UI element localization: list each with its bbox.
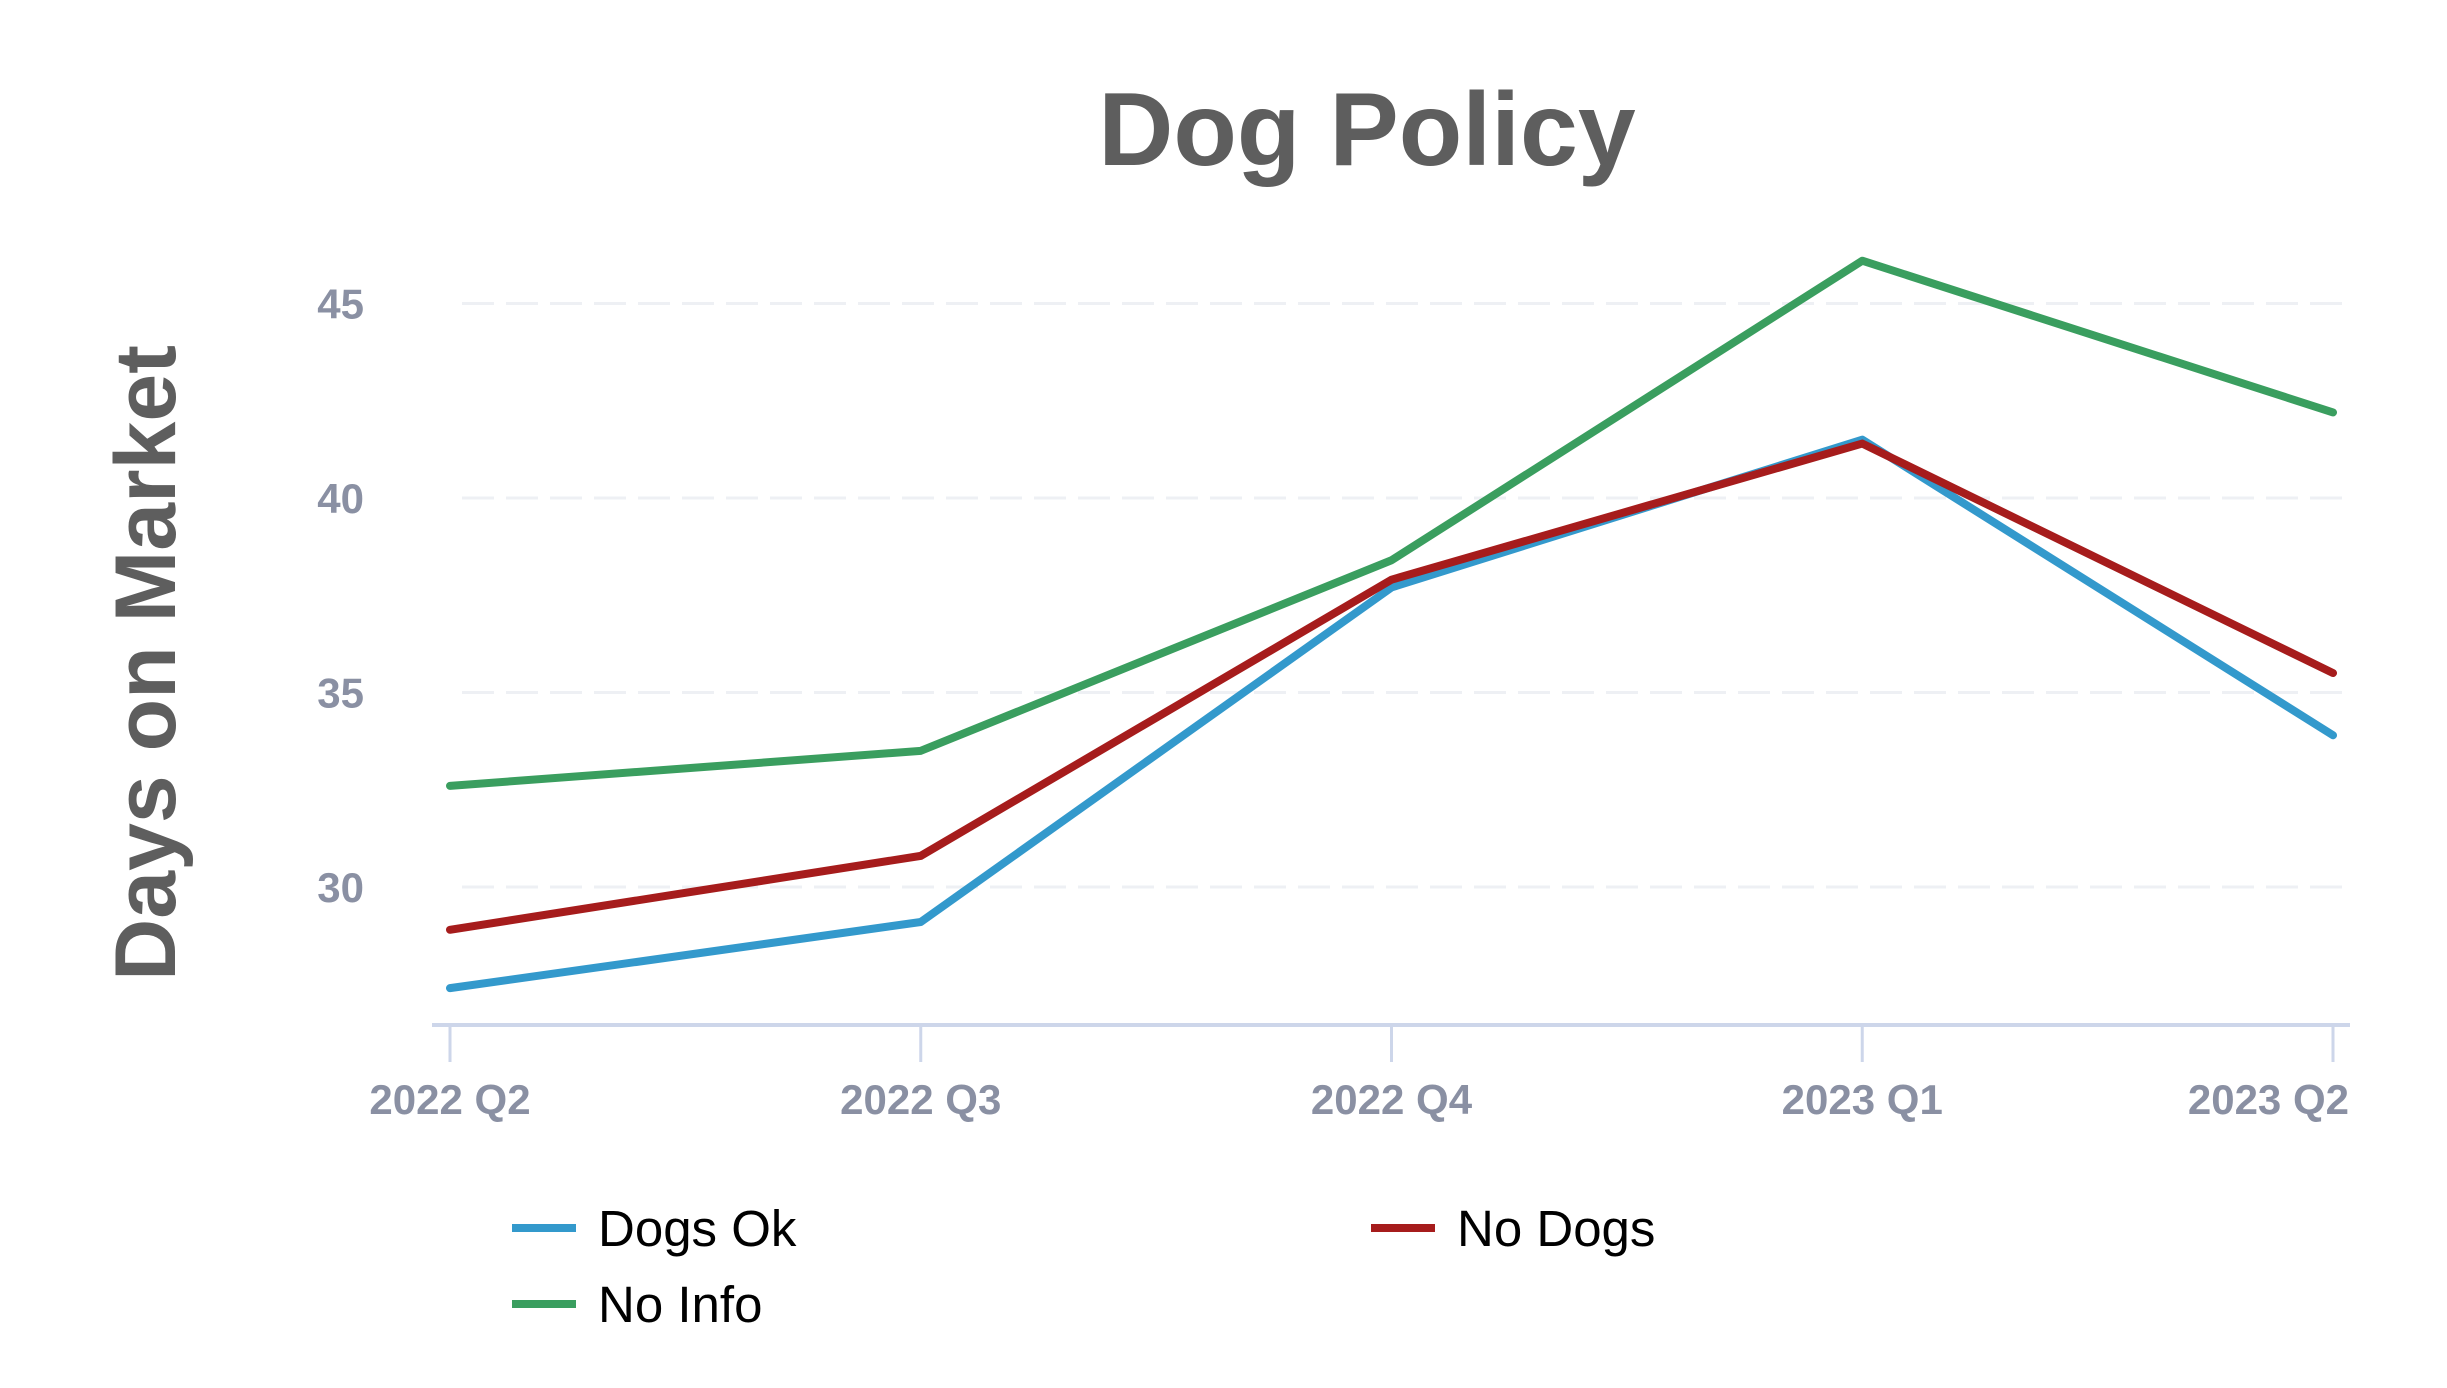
gridlines bbox=[462, 302, 2350, 889]
y-axis-label: Days on Market bbox=[98, 345, 194, 981]
x-tick-label: 2022 Q4 bbox=[1311, 1076, 1473, 1123]
x-tick-label: 2023 Q1 bbox=[1782, 1076, 1943, 1123]
legend-label: No Dogs bbox=[1457, 1200, 1655, 1257]
y-tick-label: 45 bbox=[317, 281, 364, 328]
legend-label: Dogs Ok bbox=[598, 1200, 797, 1257]
y-tick-label: 30 bbox=[317, 864, 364, 911]
legend-label: No Info bbox=[598, 1276, 762, 1333]
y-tick-label: 40 bbox=[317, 475, 364, 522]
x-axis: 2022 Q2 2022 Q3 2022 Q4 2023 Q1 2023 Q2 bbox=[369, 1023, 2350, 1123]
x-tick-label: 2023 Q2 bbox=[2188, 1076, 2349, 1123]
series-lines bbox=[446, 256, 2337, 993]
series-line-dogs-ok bbox=[446, 435, 2337, 993]
series-line-no-dogs bbox=[446, 439, 2337, 934]
y-tick-label: 35 bbox=[317, 670, 364, 717]
x-tick-label: 2022 Q2 bbox=[369, 1076, 530, 1123]
chart-title: Dog Policy bbox=[1098, 72, 1636, 188]
y-axis-ticks: 30 35 40 45 bbox=[317, 281, 364, 912]
x-tick-label: 2022 Q3 bbox=[840, 1076, 1001, 1123]
series-line-no-info bbox=[446, 256, 2337, 790]
legend: Dogs Ok No Dogs No Info bbox=[512, 1200, 1655, 1333]
